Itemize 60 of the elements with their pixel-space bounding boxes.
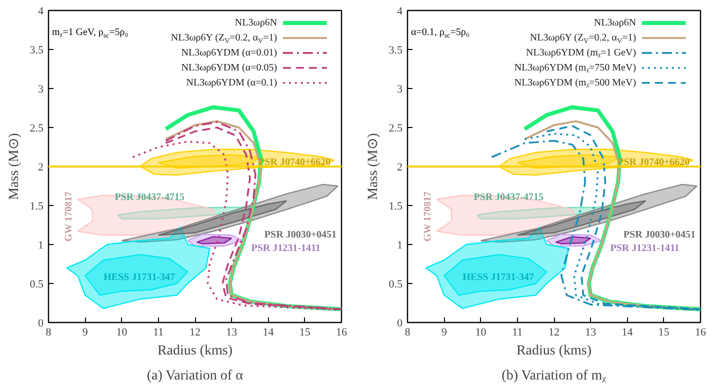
x-tick-label: 15 (658, 326, 670, 338)
y-tick-label: 1.5 (30, 200, 44, 212)
x-tick-label: 12 (548, 326, 560, 338)
text: (a) Variation of α (146, 368, 244, 384)
y-tick-label: 4 (397, 6, 403, 18)
x-axis-title: Radius (kms) (157, 344, 233, 358)
x-tick-label: 10 (475, 326, 487, 338)
y-tick-label: 0 (397, 318, 403, 330)
y-axis-title: Mass (M⊙) (6, 132, 22, 200)
x-tick-label: 13 (585, 326, 597, 338)
x-tick-label: 9 (82, 326, 88, 338)
y-tick-label: 1.5 (388, 200, 403, 212)
y-tick-label: 1 (38, 240, 44, 252)
y-tick-label: 4 (38, 6, 44, 18)
x-tick-label: 10 (116, 326, 128, 338)
annotation: HESS J1731-347 (462, 272, 534, 283)
y-tick-label: 2 (38, 162, 44, 174)
y-tick-label: 2.5 (30, 122, 44, 134)
y-tick-label: 2.5 (388, 122, 403, 134)
x-tick-label: 15 (299, 326, 311, 338)
annotation: PSR J0437-4715 (114, 192, 184, 204)
x-tick-label: 9 (441, 326, 448, 338)
x-axis-title: Radius (kms) (516, 344, 592, 358)
y-tick-label: 1 (397, 240, 402, 252)
x-tick-label: 8 (404, 326, 411, 338)
y-tick-label: 0.5 (30, 278, 44, 290)
x-tick-label: 14 (622, 326, 634, 338)
legend-label: NL3ωρ6YDM (mᵪ=750 MeV) (514, 62, 636, 74)
x-tick-label: 14 (262, 326, 274, 338)
x-tick-label: 8 (46, 326, 52, 338)
y-tick-label: 0.5 (388, 278, 403, 290)
x-tick-label: 16 (695, 326, 706, 338)
legend-label: NL3ωρ6YDM (α=0.05) (181, 62, 278, 74)
annotation: PSR J0030+0451 (623, 230, 696, 241)
x-tick-label: 12 (190, 326, 200, 338)
x-tick-label: 11 (512, 326, 523, 338)
y-axis-title: Mass (M⊙) (366, 132, 381, 200)
annotation: PSR J1231-1411 (251, 243, 320, 254)
annotation: PSR J1231-1411 (610, 243, 680, 254)
legend-label: NL3ωρ6N (594, 17, 636, 28)
x-tick-label: 11 (153, 326, 164, 338)
legend-label: NL3ωρ6YDM (α=0.01) (181, 47, 278, 58)
y-tick-label: 3.5 (30, 44, 44, 56)
y-tick-label: 3 (397, 84, 403, 96)
annotation: PSR J0030+0451 (264, 230, 337, 241)
y-tick-label: 3.5 (388, 44, 403, 56)
annotation: PSR J0437-4715 (474, 192, 544, 204)
annotation: GW 170817 (64, 191, 75, 242)
annotation: HESS J1731-347 (104, 272, 176, 283)
legend-label: NL3ωρ6N (234, 17, 278, 28)
x-tick-label: 16 (336, 326, 348, 338)
text: (b) Variation of mᵪ (502, 368, 606, 384)
annotation: GW 170817 (422, 191, 434, 242)
y-tick-label: 2 (397, 162, 402, 174)
y-tick-label: 0 (38, 318, 44, 330)
y-tick-label: 3 (38, 84, 44, 96)
legend-label: NL3ωρ6YDM (α=0.1) (186, 77, 278, 88)
x-tick-label: 13 (226, 326, 238, 338)
legend-label: NL3ωρ6YDM (mᵪ=500 MeV) (514, 77, 636, 88)
legend-label: NL3ωρ6YDM (mᵪ=1 GeV) (526, 47, 636, 58)
